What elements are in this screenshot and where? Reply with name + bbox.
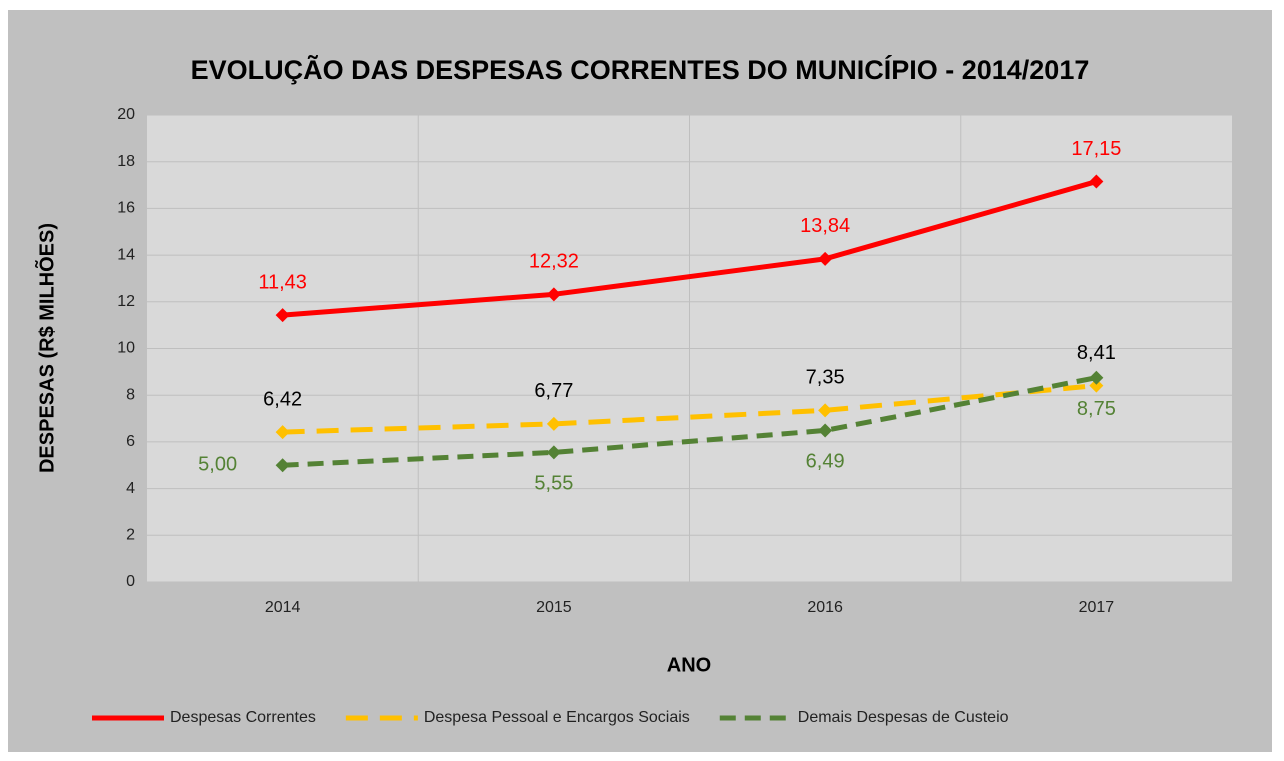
data-label: 6,49 bbox=[806, 451, 845, 473]
y-axis-title: DESPESAS (R$ MILHÕES) bbox=[34, 223, 58, 473]
x-tick-label: 2016 bbox=[807, 599, 843, 616]
data-label: 12,32 bbox=[529, 251, 579, 273]
chart-title: EVOLUÇÃO DAS DESPESAS CORRENTES DO MUNIC… bbox=[191, 54, 1090, 85]
data-label: 6,42 bbox=[263, 388, 302, 410]
y-tick-label: 4 bbox=[126, 480, 135, 497]
legend-label: Despesas Correntes bbox=[170, 709, 316, 726]
data-point bbox=[1089, 174, 1104, 189]
data-point bbox=[546, 416, 561, 431]
data-point bbox=[1089, 370, 1104, 385]
y-tick-label: 18 bbox=[117, 153, 135, 170]
data-label: 6,77 bbox=[534, 380, 573, 402]
y-tick-label: 20 bbox=[117, 106, 135, 123]
data-label: 8,41 bbox=[1077, 342, 1116, 364]
legend-label: Despesa Pessoal e Encargos Sociais bbox=[424, 709, 690, 726]
y-tick-label: 6 bbox=[126, 433, 135, 450]
x-tick-label: 2015 bbox=[536, 599, 572, 616]
x-tick-label: 2014 bbox=[265, 599, 301, 616]
data-point bbox=[275, 308, 290, 323]
data-point bbox=[818, 403, 833, 418]
y-tick-label: 16 bbox=[117, 200, 135, 217]
x-tick-label: 2017 bbox=[1079, 599, 1115, 616]
data-point bbox=[546, 287, 561, 302]
x-axis-title: ANO bbox=[667, 654, 711, 676]
y-tick-label: 0 bbox=[126, 573, 135, 590]
data-label: 13,84 bbox=[800, 215, 850, 237]
y-tick-label: 2 bbox=[126, 527, 135, 544]
data-label: 5,55 bbox=[534, 473, 573, 495]
data-point bbox=[1089, 378, 1104, 393]
data-point bbox=[275, 425, 290, 440]
y-tick-label: 12 bbox=[117, 293, 135, 310]
y-tick-label: 8 bbox=[126, 386, 135, 403]
data-point bbox=[275, 458, 290, 473]
series-line bbox=[282, 375, 1097, 468]
data-label: 7,35 bbox=[806, 367, 845, 389]
data-point bbox=[546, 445, 561, 460]
legend-label: Demais Despesas de Custeio bbox=[798, 709, 1009, 726]
data-label: 11,43 bbox=[258, 271, 307, 293]
data-label: 5,00 bbox=[198, 454, 237, 476]
data-point bbox=[818, 423, 833, 438]
series-line bbox=[282, 179, 1098, 318]
y-tick-label: 14 bbox=[117, 246, 135, 263]
data-point bbox=[818, 251, 833, 266]
data-label: 8,75 bbox=[1077, 398, 1116, 420]
data-label: 17,15 bbox=[1071, 138, 1121, 160]
y-tick-label: 10 bbox=[117, 340, 135, 357]
